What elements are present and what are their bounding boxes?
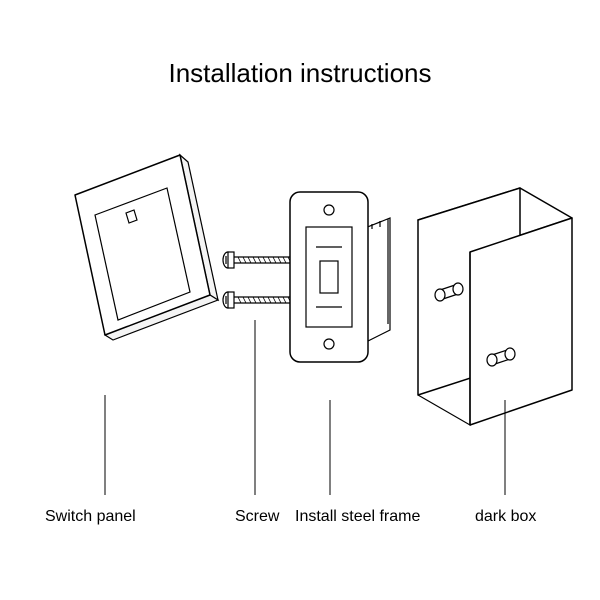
- label-screw: Screw: [235, 508, 279, 526]
- label-frame: Install steel frame: [295, 508, 420, 526]
- steel-frame-drawing: [290, 192, 390, 362]
- diagram-stage: Installation instructions Switch panel S…: [0, 0, 600, 600]
- label-dark-box: dark box: [475, 508, 536, 526]
- dark-box-drawing: [418, 188, 572, 425]
- switch-panel-drawing: [75, 155, 218, 340]
- screws-drawing: [223, 252, 300, 308]
- label-switch-panel: Switch panel: [45, 508, 136, 526]
